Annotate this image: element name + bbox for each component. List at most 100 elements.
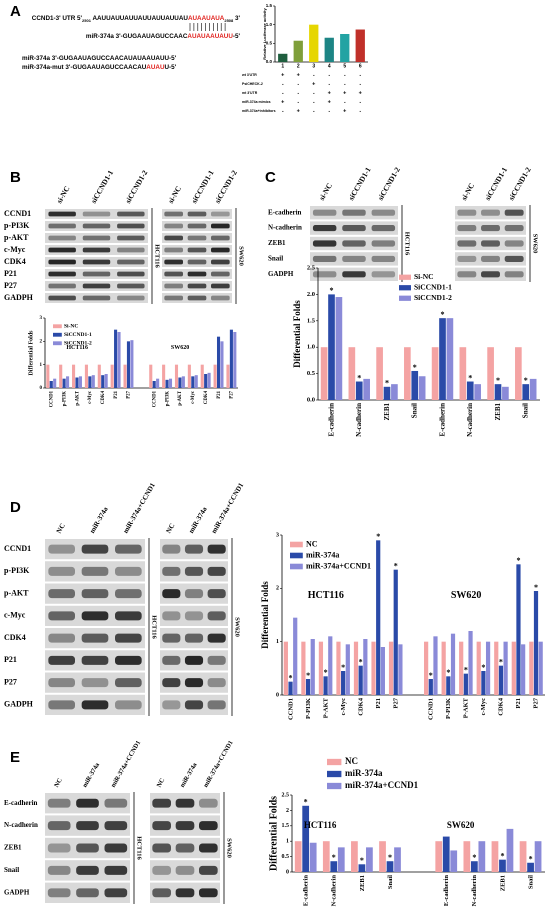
blot-band [115,655,142,665]
bar [53,378,57,388]
legend-label: miR-374a [345,768,383,778]
bar [404,347,411,400]
blot-band [81,633,109,643]
bar [130,340,134,388]
protein-label: N-cadherin [268,224,302,232]
bar [200,364,204,388]
sequence-segment: U-5' [165,64,177,71]
condition-cell: + [328,99,331,105]
condition-label: mt 3'UTR [242,91,258,95]
blot-band [164,271,183,277]
blot-band [47,888,71,898]
blot-band [184,678,204,688]
group-label: HCT116 [304,820,337,830]
blot-band [164,235,183,241]
y-tick-label: 2.5 [282,792,290,798]
x-tick-label: P21 [217,390,222,398]
panel-label: E [10,749,20,766]
bar [502,386,509,400]
blot-band [115,678,142,688]
x-tick-label: p-PI3K [62,391,67,406]
blot-band [162,589,181,599]
blot-band [211,271,230,277]
sequence: CCND1-3' UTR 5'2501 AAUUAUUAUUAUUAUUAUUA… [32,15,241,23]
condition-cell: - [313,90,315,96]
blot-band [187,211,207,217]
blot-band [184,544,204,554]
cell-line-label: HCT116 [154,244,161,268]
bar [515,347,522,400]
protein-label: P27 [4,677,17,686]
blot-band [76,821,99,831]
y-tick-label: 1 [276,639,279,645]
bar [348,347,356,400]
cell-line-label: SW620 [234,617,241,637]
protein-label: c-Myc [4,245,26,254]
bar [62,378,66,388]
blot-band [481,240,500,247]
blot-band [457,240,477,247]
significance-mark: * [289,673,293,682]
legend-swatch [399,274,411,280]
condition-cell: + [359,90,362,96]
panel-label: D [10,499,21,516]
protein-label: GADPH [268,270,294,278]
blot-band [184,589,204,599]
bar [75,377,79,388]
sequence-segment: 3' [233,15,240,22]
blot-band [48,589,75,599]
x-tick-label: P27 [392,697,399,708]
bar [341,671,346,695]
x-tick-label: p-PI3K [165,391,170,406]
condition-cell: - [359,81,361,87]
blot-band [164,211,183,217]
bar [293,40,303,62]
bar [366,847,373,872]
blot-band [312,255,337,262]
blot-band [184,655,204,665]
significance-mark: * [499,657,503,666]
condition-cell: + [328,90,331,96]
legend-swatch [327,782,342,790]
sequence-segment: AUAAUAUA [188,15,225,22]
y-tick-label: 2 [276,586,279,592]
bar [459,641,464,695]
protein-label: CDK4 [4,633,26,642]
bar [165,379,169,388]
x-tick-label: P21 [375,698,382,708]
y-tick-label: 1.5 [307,317,316,324]
condition-cell: + [281,72,284,78]
blot-band [47,843,71,853]
bar [485,641,491,695]
legend-label: miR-374a+CCND1 [345,780,419,790]
y-tick-label: 0 [276,692,279,698]
protein-label: p-AKT [4,588,29,597]
significance-mark: * [360,856,364,865]
x-tick-label: p-AKT [178,390,183,405]
blot-band [117,223,145,229]
bar [511,641,516,695]
bar [538,641,543,695]
bar [123,364,127,388]
significance-mark: * [481,663,485,672]
bar [46,364,50,388]
bar [117,332,121,388]
bar [101,375,105,388]
legend-swatch [327,770,342,778]
bar [178,377,182,388]
bar [487,347,494,400]
bar [503,641,508,695]
blot-band [187,223,207,229]
bar [506,828,514,872]
sequence-segment: -5' [233,33,241,40]
blot-band [48,611,75,621]
y-tick-label: 3 [40,316,43,321]
significance-mark: * [332,853,336,862]
significance-mark: * [341,663,345,672]
blot-band [48,283,76,289]
blot-band [48,223,76,229]
blot-band [76,843,99,853]
y-tick-label: 2 [40,339,43,344]
blot-strip [150,860,220,881]
